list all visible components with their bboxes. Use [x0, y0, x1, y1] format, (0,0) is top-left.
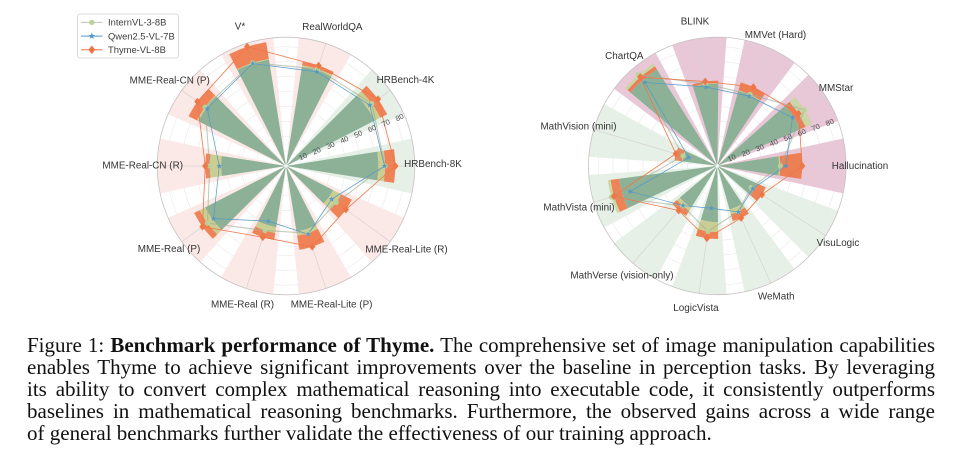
svg-text:30: 30: [325, 139, 336, 151]
svg-text:MMStar: MMStar: [819, 83, 854, 94]
svg-text:VisuLogic: VisuLogic: [817, 238, 860, 249]
svg-text:50: 50: [782, 132, 793, 144]
svg-text:Thyme-VL-8B: Thyme-VL-8B: [108, 44, 166, 55]
svg-text:70: 70: [380, 117, 391, 129]
svg-text:MMVet (Hard): MMVet (Hard): [745, 30, 806, 41]
svg-text:LogicVista: LogicVista: [673, 303, 719, 314]
svg-text:50: 50: [353, 128, 364, 140]
svg-text:BLINK: BLINK: [681, 17, 710, 28]
svg-text:40: 40: [339, 134, 350, 146]
svg-text:10: 10: [726, 152, 737, 164]
svg-text:Qwen2.5-VL-7B: Qwen2.5-VL-7B: [108, 30, 175, 41]
svg-text:MME-Real (P): MME-Real (P): [138, 244, 201, 255]
svg-text:Hallucination: Hallucination: [832, 161, 889, 172]
svg-text:20: 20: [740, 147, 751, 159]
svg-text:MathVision (mini): MathVision (mini): [540, 121, 616, 132]
svg-text:MME-Real-Lite (R): MME-Real-Lite (R): [365, 244, 447, 255]
svg-text:80: 80: [394, 112, 405, 124]
svg-text:80: 80: [824, 117, 835, 129]
svg-text:40: 40: [768, 137, 779, 149]
svg-text:ChartQA: ChartQA: [605, 51, 644, 62]
svg-text:HRBench-4K: HRBench-4K: [377, 75, 435, 86]
svg-text:70: 70: [810, 122, 821, 134]
svg-text:MathVista (mini): MathVista (mini): [543, 202, 614, 213]
svg-text:WeMath: WeMath: [758, 292, 795, 303]
svg-text:MME-Real-CN (P): MME-Real-CN (P): [130, 75, 210, 86]
svg-text:30: 30: [754, 142, 765, 154]
svg-text:MME-Real-CN (R): MME-Real-CN (R): [102, 161, 183, 172]
svg-text:HRBench-8K: HRBench-8K: [404, 159, 462, 170]
svg-text:V*: V*: [235, 21, 246, 32]
svg-text:60: 60: [796, 127, 807, 139]
svg-text:MathVerse (vision-only): MathVerse (vision-only): [570, 270, 673, 281]
svg-text:20: 20: [311, 145, 322, 157]
svg-text:MME-Real-Lite (P): MME-Real-Lite (P): [291, 300, 373, 311]
svg-text:10: 10: [297, 151, 308, 163]
svg-text:RealWorldQA: RealWorldQA: [302, 22, 363, 33]
svg-text:InternVL-3-8B: InternVL-3-8B: [108, 17, 166, 28]
svg-text:MME-Real (R): MME-Real (R): [211, 300, 274, 311]
svg-text:60: 60: [366, 123, 377, 135]
